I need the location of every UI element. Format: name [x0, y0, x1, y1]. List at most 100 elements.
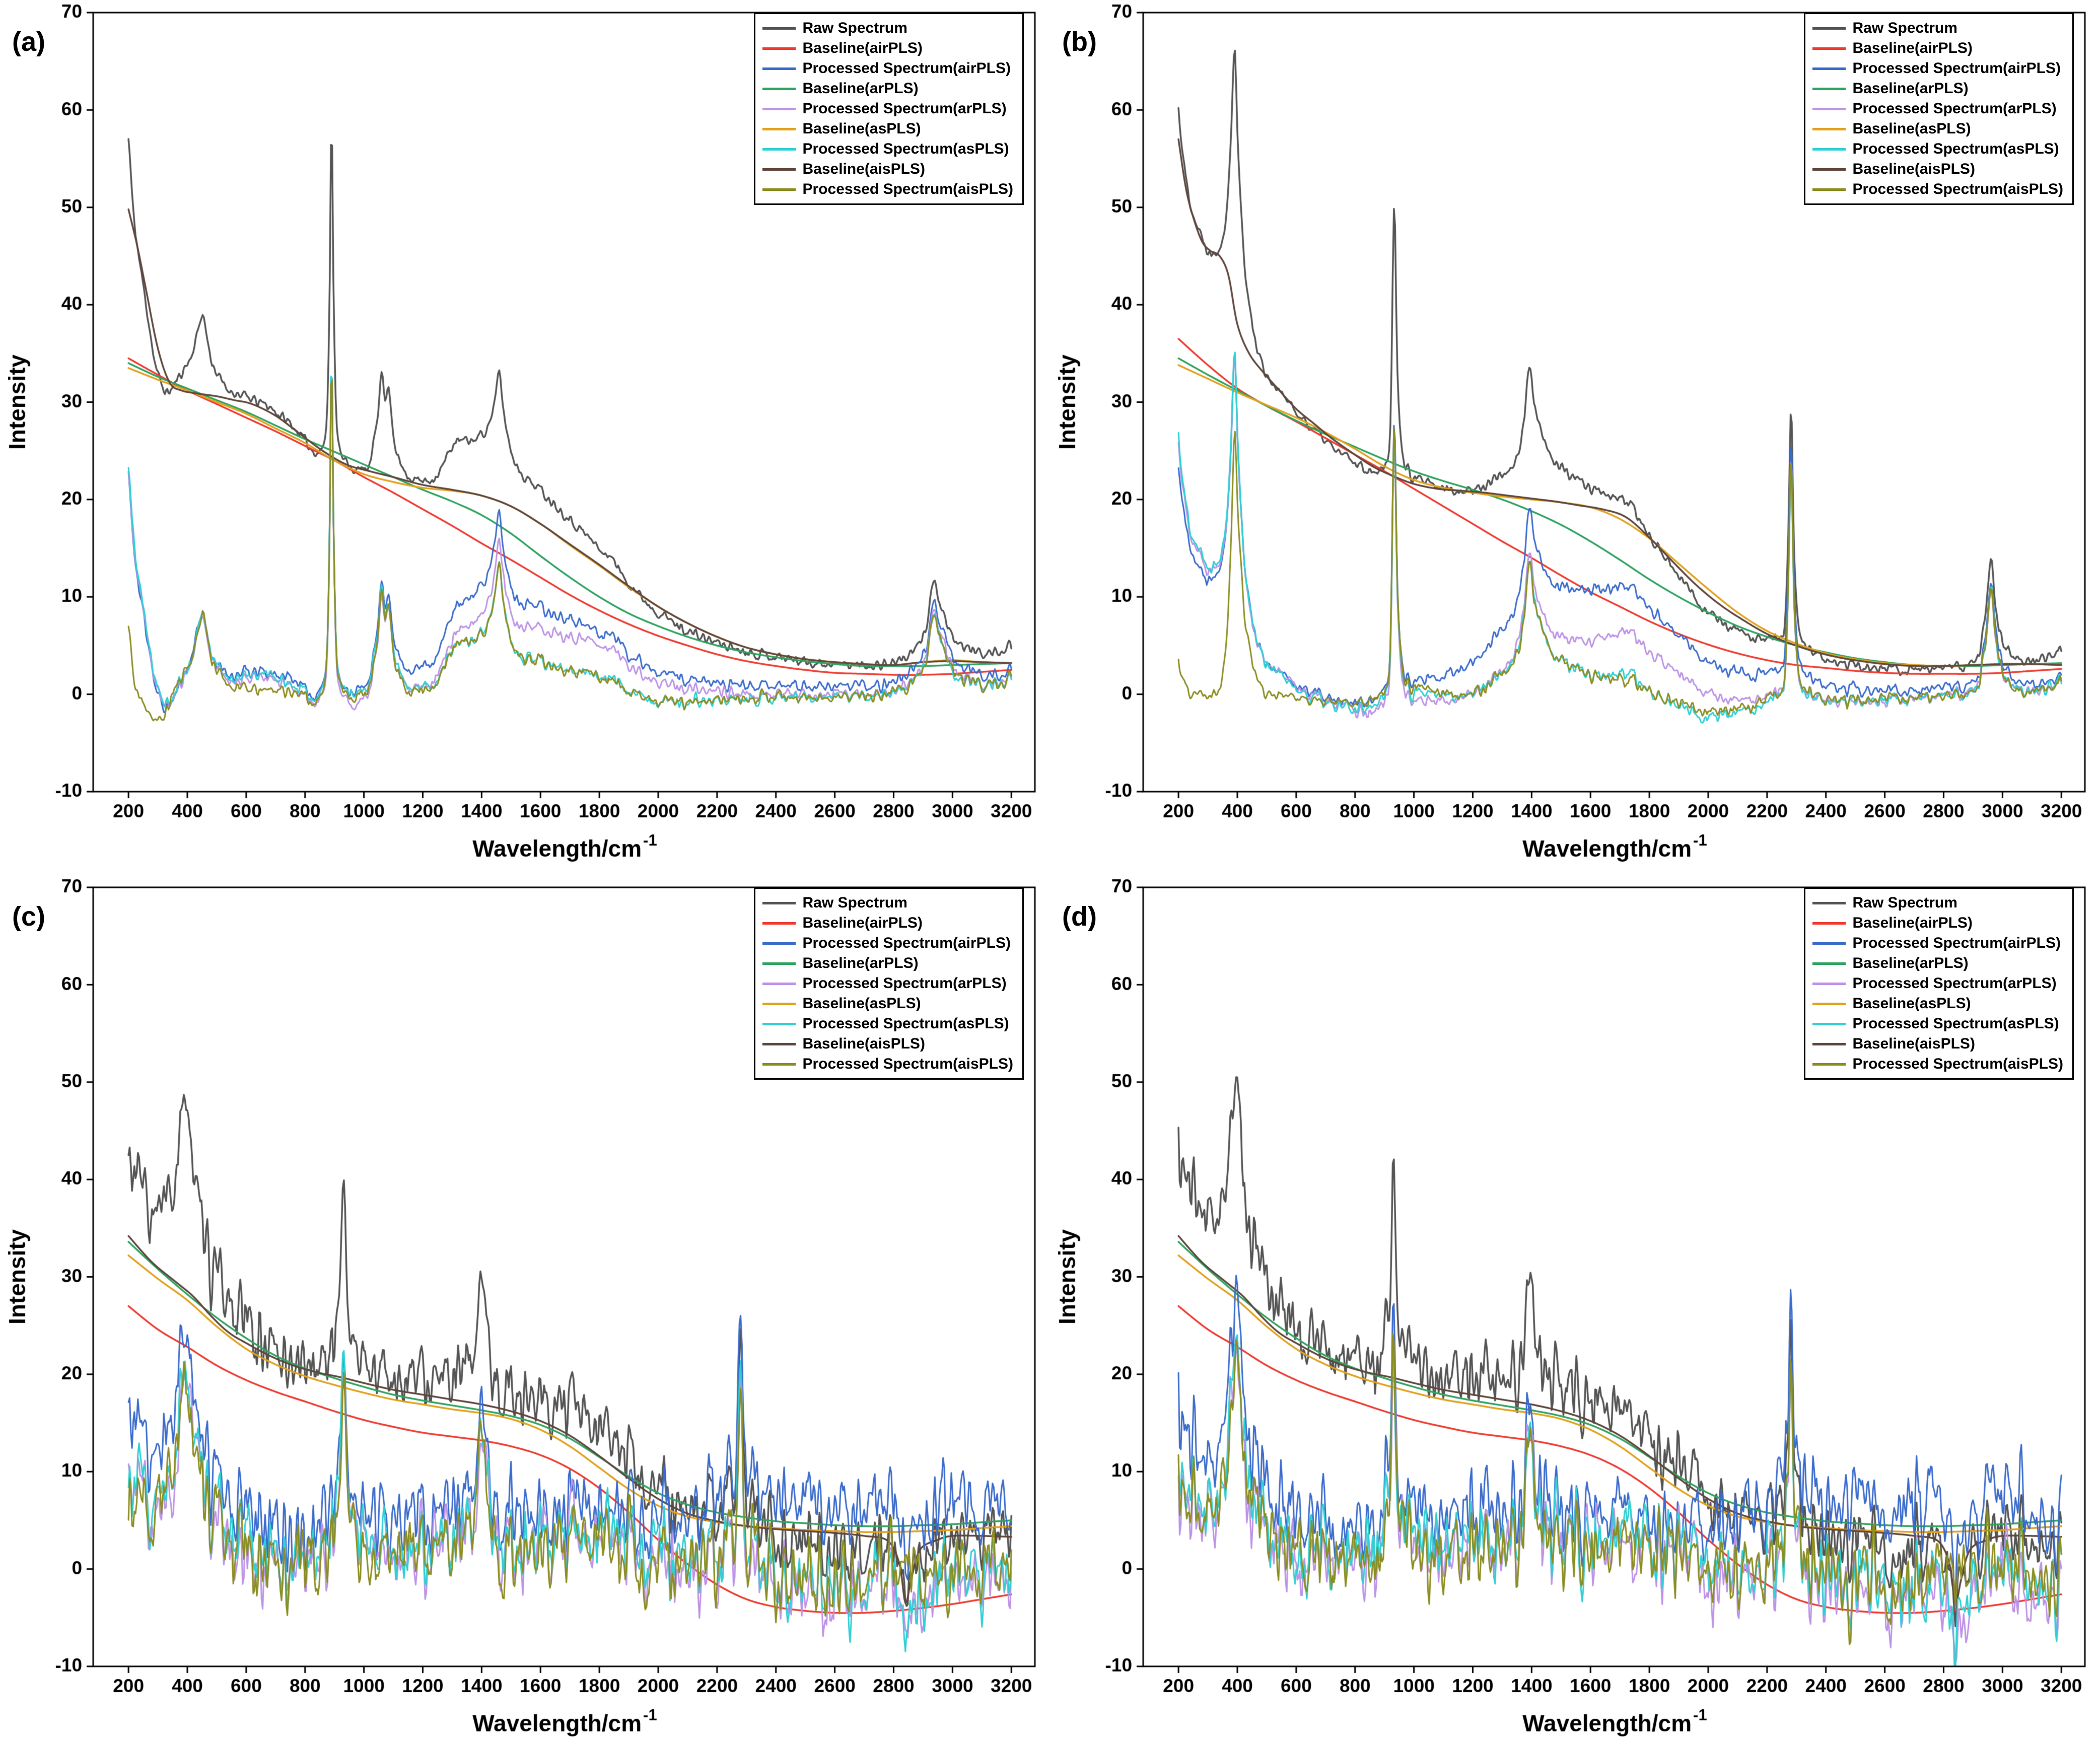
legend-d: Raw Spectrum Baseline(airPLS) Processed Sp…: [1803, 887, 2074, 1080]
legend-label: Processed Spectrum(asPLS): [802, 1015, 1009, 1032]
legend-entry: Baseline(aisPLS): [762, 159, 1014, 179]
legend-entry: Processed Spectrum(aisPLS): [1812, 179, 2064, 199]
legend-line-swatch: [762, 901, 796, 904]
legend-line-swatch: [762, 87, 796, 90]
legend-label: Processed Spectrum(aisPLS): [802, 181, 1014, 197]
panel-d: (d) Raw Spectrum Baseline(airPLS) Processe…: [1050, 875, 2100, 1749]
legend-line-swatch: [762, 67, 796, 70]
legend-label: Baseline(aisPLS): [1852, 161, 1975, 177]
legend-label: Raw Spectrum: [1852, 894, 1957, 911]
legend-line-swatch: [1812, 107, 1846, 110]
legend-label: Baseline(aisPLS): [802, 161, 925, 177]
legend-label: Baseline(aisPLS): [802, 1035, 925, 1052]
legend-entry: Baseline(asPLS): [762, 994, 1014, 1014]
legend-line-swatch: [1812, 1042, 1846, 1045]
legend-line-swatch: [1812, 1002, 1846, 1005]
legend-entry: Baseline(aisPLS): [1812, 159, 2064, 179]
legend-entry: Baseline(arPLS): [1812, 953, 2064, 973]
legend-line-swatch: [1812, 982, 1846, 985]
legend-entry: Raw Spectrum: [1812, 18, 2064, 38]
legend-label: Processed Spectrum(asPLS): [1852, 141, 2059, 157]
legend-line-swatch: [762, 922, 796, 925]
legend-line-swatch: [1812, 67, 1846, 70]
legend-line-swatch: [762, 127, 796, 130]
legend-entry: Baseline(airPLS): [1812, 913, 2064, 933]
legend-label: Baseline(airPLS): [1852, 915, 1973, 931]
panel-label-c: (c): [12, 901, 45, 932]
legend-entry: Raw Spectrum: [1812, 893, 2064, 913]
legend-line-swatch: [762, 107, 796, 110]
legend-entry: Processed Spectrum(aisPLS): [1812, 1054, 2063, 1074]
panel-label-d: (d): [1062, 901, 1097, 932]
legend-label: Processed Spectrum(airPLS): [802, 935, 1011, 951]
legend-a: Raw Spectrum Baseline(airPLS) Processed Sp…: [753, 13, 1024, 205]
legend-line-swatch: [762, 1002, 796, 1005]
legend-line-swatch: [762, 148, 796, 151]
legend-line-swatch: [762, 168, 796, 171]
legend-entry: Processed Spectrum(asPLS): [762, 1014, 1014, 1034]
legend-line-swatch: [1812, 47, 1846, 50]
legend-entry: Baseline(airPLS): [1812, 38, 2064, 58]
legend-label: Processed Spectrum(airPLS): [1852, 935, 2061, 951]
legend-label: Baseline(aisPLS): [1852, 1035, 1975, 1052]
legend-line-swatch: [1812, 27, 1846, 30]
legend-line-swatch: [762, 982, 796, 985]
legend-label: Raw Spectrum: [802, 20, 907, 36]
legend-label: Baseline(asPLS): [1852, 995, 1971, 1012]
legend-entry: Processed Spectrum(asPLS): [1812, 139, 2064, 159]
legend-line-swatch: [1812, 1022, 1846, 1025]
legend-line-swatch: [762, 962, 796, 965]
legend-entry: Baseline(asPLS): [1812, 994, 2064, 1014]
legend-entry: Processed Spectrum(airPLS): [762, 58, 1014, 79]
legend-entry: Processed Spectrum(airPLS): [762, 933, 1014, 953]
legend-label: Processed Spectrum(asPLS): [802, 141, 1009, 157]
legend-entry: Baseline(asPLS): [762, 119, 1014, 139]
legend-entry: Processed Spectrum(arPLS): [1812, 973, 2064, 994]
legend-line-swatch: [1812, 188, 1846, 191]
legend-entry: Baseline(airPLS): [762, 38, 1014, 58]
legend-entry: Baseline(arPLS): [762, 79, 1014, 99]
panel-c: (c) Raw Spectrum Baseline(airPLS) Processe…: [0, 875, 1050, 1749]
legend-label: Processed Spectrum(arPLS): [1852, 975, 2057, 992]
legend-label: Raw Spectrum: [1852, 20, 1957, 36]
legend-label: Processed Spectrum(arPLS): [1852, 100, 2057, 117]
legend-label: Baseline(asPLS): [802, 995, 921, 1012]
legend-label: Processed Spectrum(arPLS): [802, 100, 1007, 117]
legend-entry: Processed Spectrum(airPLS): [1812, 933, 2064, 953]
legend-line-swatch: [1812, 942, 1846, 945]
legend-entry: Processed Spectrum(arPLS): [762, 973, 1014, 994]
legend-line-swatch: [762, 1042, 796, 1045]
legend-entry: Processed Spectrum(asPLS): [762, 139, 1014, 159]
panel-a: (a) Raw Spectrum Baseline(airPLS) Processe…: [0, 0, 1050, 875]
legend-entry: Baseline(aisPLS): [762, 1034, 1014, 1054]
legend-entry: Raw Spectrum: [762, 893, 1014, 913]
legend-line-swatch: [1812, 901, 1846, 904]
legend-label: Processed Spectrum(arPLS): [802, 975, 1007, 992]
legend-entry: Baseline(asPLS): [1812, 119, 2064, 139]
legend-entry: Raw Spectrum: [762, 18, 1014, 38]
legend-label: Processed Spectrum(aisPLS): [1852, 181, 2064, 197]
legend-label: Baseline(asPLS): [1852, 120, 1971, 137]
legend-label: Baseline(arPLS): [802, 955, 919, 971]
legend-entry: Baseline(aisPLS): [1812, 1034, 2064, 1054]
legend-label: Baseline(arPLS): [1852, 955, 1969, 971]
legend-line-swatch: [762, 1063, 796, 1066]
legend-line-swatch: [1812, 87, 1846, 90]
legend-label: Processed Spectrum(asPLS): [1852, 1015, 2059, 1032]
legend-line-swatch: [1812, 168, 1846, 171]
legend-entry: Baseline(airPLS): [762, 913, 1014, 933]
legend-line-swatch: [1812, 127, 1846, 130]
legend-b: Raw Spectrum Baseline(airPLS) Processed Sp…: [1803, 13, 2074, 205]
legend-line-swatch: [1812, 922, 1846, 925]
legend-label: Processed Spectrum(airPLS): [802, 60, 1011, 77]
legend-entry: Processed Spectrum(asPLS): [1812, 1014, 2064, 1034]
legend-entry: Processed Spectrum(arPLS): [762, 99, 1014, 119]
legend-label: Baseline(airPLS): [802, 40, 923, 56]
legend-line-swatch: [762, 188, 796, 191]
panel-label-a: (a): [12, 27, 45, 57]
panel-label-b: (b): [1062, 27, 1097, 57]
legend-entry: Baseline(arPLS): [762, 953, 1014, 973]
legend-line-swatch: [762, 1022, 796, 1025]
legend-line-swatch: [1812, 962, 1846, 965]
